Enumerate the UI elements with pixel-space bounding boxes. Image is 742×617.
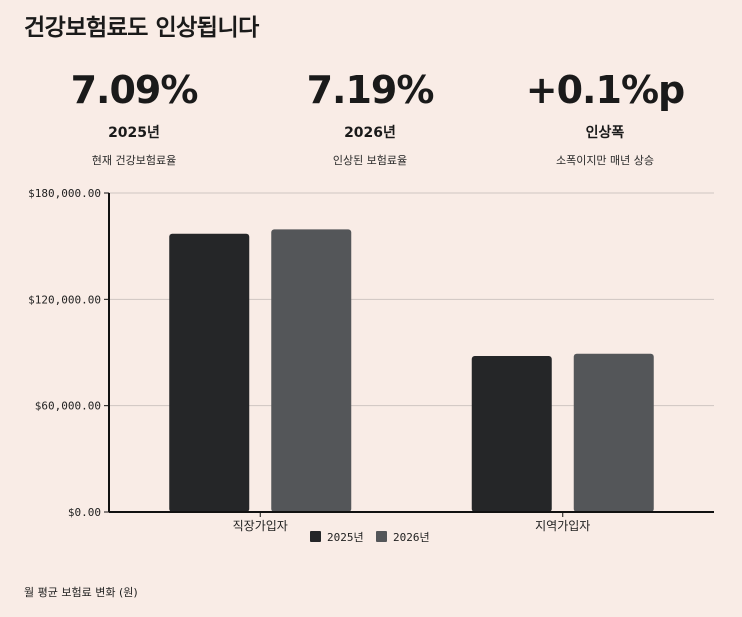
y-tick-label: $180,000.00	[28, 187, 101, 200]
stat-new-rate: 7.19% 2026년 인상된 보험료율	[250, 62, 490, 168]
stat-label: 2025년	[108, 125, 160, 141]
chart-caption: 월 평균 보험료 변화 (원)	[24, 586, 138, 599]
stat-label: 2026년	[344, 125, 396, 141]
stat-increase: +0.1%p 인상폭 소폭이지만 매년 상승	[485, 62, 725, 168]
y-tick-label: $60,000.00	[35, 400, 101, 413]
bar	[573, 353, 654, 512]
legend-swatch	[376, 531, 387, 542]
page-title: 건강보험료도 인상됩니다	[24, 15, 259, 41]
legend-label: 2026년	[393, 531, 430, 544]
bar	[169, 233, 250, 512]
stat-value: 7.19%	[306, 68, 435, 112]
stat-desc: 현재 건강보험료율	[91, 154, 177, 167]
bar	[271, 229, 352, 512]
legend-swatch	[310, 531, 321, 542]
stat-current-rate: 7.09% 2025년 현재 건강보험료율	[14, 62, 254, 168]
stat-value: +0.1%p	[525, 68, 685, 112]
legend-label: 2025년	[327, 531, 364, 544]
y-tick-label: $120,000.00	[28, 293, 101, 306]
y-tick-label: $0.00	[68, 506, 101, 519]
stat-desc: 소폭이지만 매년 상승	[555, 154, 655, 167]
stat-value: 7.09%	[70, 68, 199, 112]
x-tick-label: 지역가입자	[535, 519, 590, 533]
stat-label: 인상폭	[585, 125, 625, 141]
bar-chart: $0.00 $60,000.00 $120,000.00 $180,000.00 직장가…	[28, 187, 714, 544]
stats-row: 7.09% 2025년 현재 건강보험료율 7.19% 2026년 인상된 보험…	[0, 62, 742, 182]
bar	[471, 356, 552, 512]
x-tick-label: 직장가입자	[233, 519, 288, 533]
stat-desc: 인상된 보험료율	[332, 154, 408, 167]
